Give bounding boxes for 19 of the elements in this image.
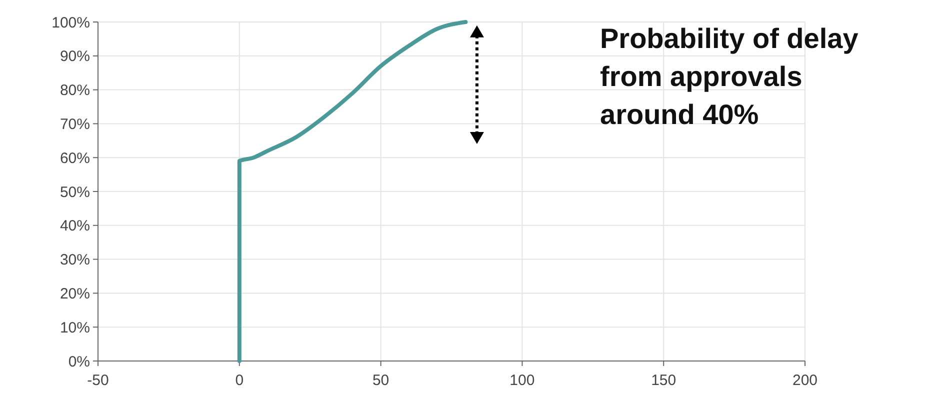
y-tick-label: 50% xyxy=(60,184,90,201)
y-tick-label: 40% xyxy=(60,218,90,235)
y-tick-label: 30% xyxy=(60,252,90,269)
x-tick-label: 100 xyxy=(510,372,535,389)
y-tick-label: 90% xyxy=(60,48,90,66)
x-tick-label: 200 xyxy=(792,372,818,389)
y-tick-label: 100% xyxy=(52,14,90,32)
x-tick-label: 0 xyxy=(235,372,244,389)
y-tick-label: 80% xyxy=(60,82,90,100)
y-tick-label: 20% xyxy=(60,285,90,302)
y-tick-label: 0% xyxy=(68,353,90,370)
line-series xyxy=(237,20,468,363)
x-tick-label: 150 xyxy=(651,372,676,389)
y-tick-label: 70% xyxy=(60,116,90,133)
x-tick-label: 50 xyxy=(372,372,390,389)
y-tick-label: 10% xyxy=(60,319,90,336)
annotation: Probability of delay from approvals around 40% xyxy=(600,23,859,130)
y-tick-label: 60% xyxy=(60,150,90,167)
x-tick-label: -50 xyxy=(87,372,109,389)
